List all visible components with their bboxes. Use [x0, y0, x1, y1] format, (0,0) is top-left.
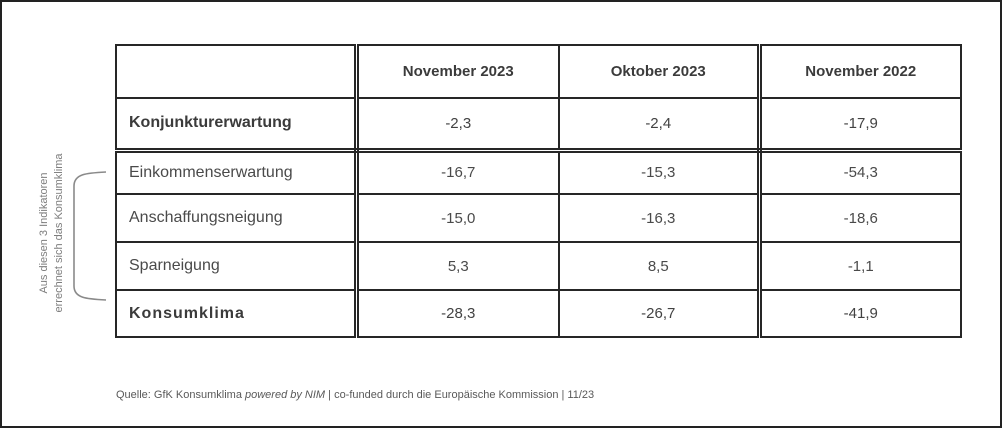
table-row-anschaffungsneigung: Anschaffungsneigung -15,0 -16,3 -18,6 [115, 193, 962, 243]
value-cell: -41,9 [758, 289, 962, 338]
source-italic: powered by NIM [245, 389, 326, 401]
column-header-november-2022: November 2022 [758, 44, 962, 99]
table-row-sparneigung: Sparneigung 5,3 8,5 -1,1 [115, 241, 962, 291]
table-header-row: November 2023 Oktober 2023 November 2022 [115, 44, 962, 99]
value-cell: -2,3 [355, 97, 560, 153]
source-prefix: Quelle: GfK Konsumklima [116, 389, 245, 401]
value-cell: -17,9 [758, 97, 962, 153]
column-header-oktober-2023: Oktober 2023 [558, 44, 762, 99]
row-label: Konsumklima [115, 289, 359, 338]
corner-cell [115, 44, 359, 99]
value-cell: -15,3 [558, 149, 762, 195]
value-cell: -28,3 [355, 289, 560, 338]
value-cell: -54,3 [758, 149, 962, 195]
value-cell: -16,3 [558, 193, 762, 243]
row-label: Anschaffungsneigung [115, 193, 359, 243]
source-suffix: | co-funded durch die Europäische Kommis… [325, 389, 595, 401]
value-cell: -16,7 [355, 149, 560, 195]
column-header-november-2023: November 2023 [355, 44, 560, 99]
side-note-line1: Aus diesen 3 Indikatoren [38, 172, 50, 294]
value-cell: -15,0 [355, 193, 560, 243]
consumer-climate-table: November 2023 Oktober 2023 November 2022… [115, 44, 962, 338]
table-row-konsumklima: Konsumklima -28,3 -26,7 -41,9 [115, 289, 962, 338]
table-row-konjunkturerwartung: Konjunkturerwartung -2,3 -2,4 -17,9 [115, 97, 962, 153]
source-line: Quelle: GfK Konsumklima powered by NIM |… [116, 389, 594, 401]
row-label: Einkommenserwartung [115, 149, 359, 195]
value-cell: -2,4 [558, 97, 762, 153]
bracket-icon [73, 171, 107, 301]
value-cell: 5,3 [355, 241, 560, 291]
value-cell: -1,1 [758, 241, 962, 291]
row-label: Konjunkturerwartung [115, 97, 359, 153]
table-row-einkommenserwartung: Einkommenserwartung -16,7 -15,3 -54,3 [115, 149, 962, 195]
side-note-line2: errechnet sich das Konsumklima [53, 153, 65, 313]
side-note: Aus diesen 3 Indikatoren errechnet sich … [37, 130, 67, 336]
value-cell: -18,6 [758, 193, 962, 243]
value-cell: 8,5 [558, 241, 762, 291]
row-label: Sparneigung [115, 241, 359, 291]
value-cell: -26,7 [558, 289, 762, 338]
